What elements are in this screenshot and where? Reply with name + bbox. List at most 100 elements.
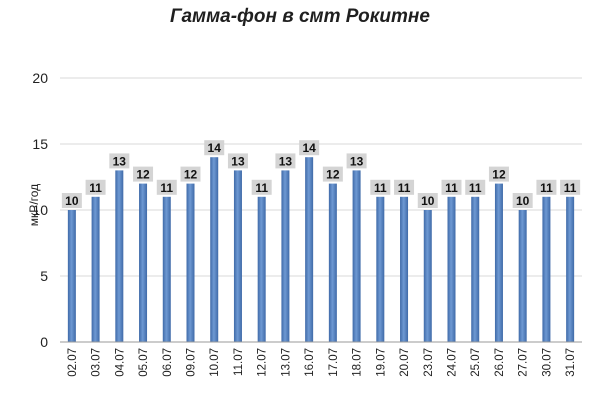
x-tick-label: 27.07 <box>518 348 530 377</box>
bar <box>400 196 409 342</box>
data-label-bg <box>251 179 272 195</box>
data-label: 13 <box>279 154 293 168</box>
bar <box>281 170 290 342</box>
data-label-bg <box>61 193 82 208</box>
data-label: 13 <box>350 154 364 168</box>
bar <box>494 183 503 342</box>
data-label: 11 <box>89 181 102 195</box>
bar <box>115 170 124 342</box>
y-tick-label: 15 <box>32 136 48 152</box>
x-tick-label: 02.07 <box>67 348 79 377</box>
data-label: 11 <box>374 181 387 195</box>
data-label-bg <box>536 179 557 195</box>
x-tick-label: 04.07 <box>114 348 126 377</box>
data-label-bg <box>346 153 367 169</box>
data-label-bg <box>85 179 106 195</box>
x-tick-label: 16.07 <box>304 348 316 377</box>
bar <box>305 157 314 342</box>
data-label-bg <box>204 140 225 156</box>
data-label: 10 <box>421 194 435 208</box>
x-tick-label: 06.07 <box>162 348 174 377</box>
bar <box>162 196 171 342</box>
data-label-bg <box>417 193 438 208</box>
data-label-bg <box>441 179 462 195</box>
x-tick-label: 31.07 <box>565 348 577 377</box>
y-tick-label: 5 <box>40 268 48 284</box>
bar <box>376 196 385 342</box>
x-tick-label: 23.07 <box>423 348 435 377</box>
bar <box>423 210 432 342</box>
bar <box>257 196 266 342</box>
x-tick-label: 13.07 <box>280 348 292 377</box>
data-label-bg <box>560 179 581 195</box>
bar <box>186 183 195 342</box>
y-axis-label: мкР/год <box>27 184 41 226</box>
x-tick-label: 26.07 <box>494 348 506 377</box>
x-axis: 02.07 03.07 04.07 05.07 06.07 09.07 10.07 11.07… <box>60 341 582 377</box>
data-label: 11 <box>398 181 411 195</box>
bar <box>447 196 456 342</box>
x-tick-label: 18.07 <box>352 348 364 377</box>
data-label-bg <box>227 153 248 169</box>
y-axis: 0 5 10 15 20 <box>32 70 48 350</box>
data-label-bg <box>180 166 201 182</box>
data-label: 11 <box>469 181 482 195</box>
x-tick-label: 05.07 <box>138 348 150 377</box>
data-label-bg <box>370 179 391 195</box>
chart-title: Гамма-фон в смт Рокитне <box>170 6 430 27</box>
bar <box>352 170 361 342</box>
data-label-bg <box>275 153 296 169</box>
bar <box>233 170 242 342</box>
bar <box>67 210 76 342</box>
data-label: 13 <box>231 154 245 168</box>
data-label-bg <box>109 153 130 169</box>
bar <box>566 196 575 342</box>
grid-lines <box>60 77 582 343</box>
x-tick-label: 19.07 <box>375 348 387 377</box>
data-label: 12 <box>136 168 150 182</box>
data-label-bg <box>465 179 486 195</box>
bars <box>67 157 575 342</box>
data-label: 14 <box>208 141 222 155</box>
data-label: 11 <box>255 181 268 195</box>
y-tick-label: 20 <box>32 70 48 86</box>
data-label: 12 <box>492 168 506 182</box>
bar <box>471 196 480 342</box>
y-tick-label: 0 <box>40 334 48 350</box>
x-tick-label: 10.07 <box>209 348 221 377</box>
data-label-bg <box>322 166 343 182</box>
x-tick-label: 17.07 <box>328 348 340 377</box>
data-label-bg <box>156 179 177 195</box>
bar <box>518 210 527 342</box>
data-label: 14 <box>302 141 316 155</box>
data-label: 13 <box>113 154 127 168</box>
x-tick-label: 12.07 <box>257 348 269 377</box>
data-label-bg <box>299 140 320 156</box>
x-tick-label: 09.07 <box>186 348 198 377</box>
data-label-bg <box>512 193 533 208</box>
x-tick-label: 25.07 <box>470 348 482 377</box>
data-label: 12 <box>326 168 340 182</box>
data-label: 11 <box>445 181 458 195</box>
data-label: 11 <box>564 181 577 195</box>
data-label: 11 <box>540 181 553 195</box>
data-label-bg <box>394 179 415 195</box>
bar <box>139 183 148 342</box>
data-labels: 10 11 13 12 11 12 14 13 11 13 14 12 13 11 11 10 11 11 12 10… <box>61 140 581 208</box>
data-label-bg <box>133 166 154 182</box>
data-label: 10 <box>516 194 530 208</box>
x-tick-label: 20.07 <box>399 348 411 377</box>
data-label: 10 <box>65 194 79 208</box>
bar <box>91 196 100 342</box>
data-label-bg <box>488 166 509 182</box>
x-tick-label: 30.07 <box>541 348 553 377</box>
data-label: 12 <box>184 168 198 182</box>
x-tick-label: 11.07 <box>233 348 245 376</box>
bar <box>542 196 551 342</box>
x-tick-label: 03.07 <box>91 348 103 377</box>
x-tick-label: 24.07 <box>447 348 459 377</box>
y-tick-label: 10 <box>32 202 48 218</box>
bar <box>328 183 337 342</box>
